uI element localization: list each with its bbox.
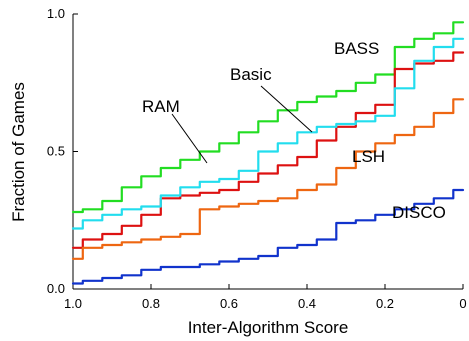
ram-leader-line [171, 113, 208, 164]
y-tick-label: 1.0 [47, 6, 65, 21]
series-label-disco: DISCO [392, 203, 446, 222]
series-lines [71, 21, 465, 285]
x-tick-label: 0.8 [142, 296, 160, 311]
y-ticks: 0.0 0.5 1.0 [47, 6, 78, 296]
x-axis-label: Inter-Algorithm Score [188, 318, 349, 337]
y-tick-label: 0.0 [47, 281, 65, 296]
x-ticks: 1.0 0.8 0.6 0.4 0.2 0 [64, 284, 467, 311]
series-label-bass: BASS [334, 39, 379, 58]
series-labels: BASS Basic RAM LSH DISCO [142, 39, 446, 222]
series-line-ram [71, 37, 465, 230]
x-tick-label: 1.0 [64, 296, 82, 311]
x-tick-label: 0.6 [220, 296, 238, 311]
x-tick-label: 0 [459, 296, 466, 311]
series-line-disco [71, 188, 465, 285]
label-leader-lines [171, 85, 313, 164]
series-line-bass [71, 21, 465, 214]
y-tick-label: 0.5 [47, 144, 65, 159]
y-axis-label: Fraction of Games [9, 82, 28, 222]
x-tick-label: 0.4 [298, 296, 316, 311]
series-line-lsh [71, 98, 465, 260]
series-label-lsh: LSH [352, 147, 385, 166]
x-tick-label: 0.2 [376, 296, 394, 311]
series-line-basic [71, 51, 465, 249]
series-label-basic: Basic [230, 65, 272, 84]
basic-leader-line [260, 85, 313, 133]
series-label-ram: RAM [142, 97, 180, 116]
